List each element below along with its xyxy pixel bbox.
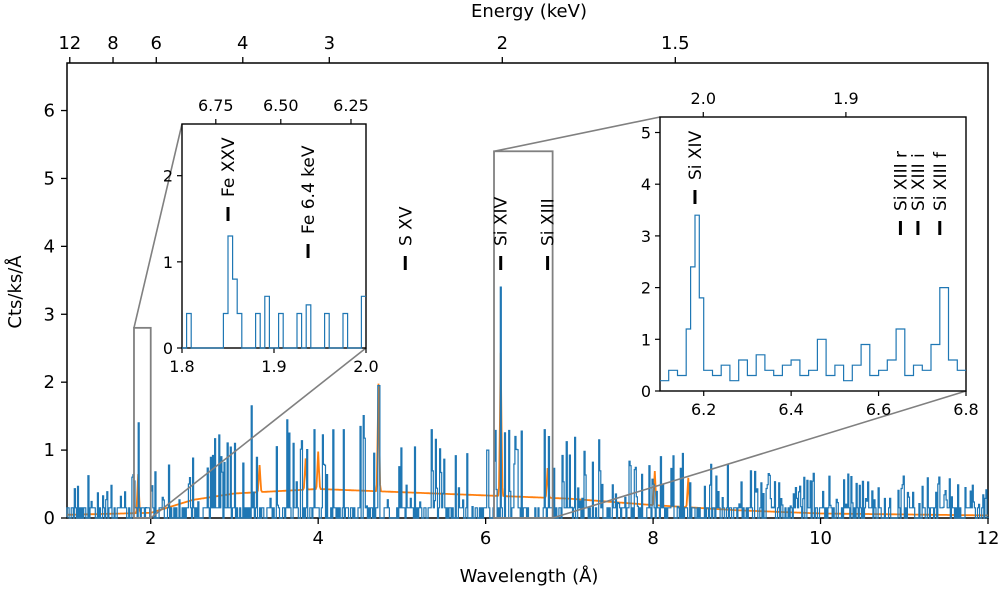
inset-y-tick-label: 3: [641, 227, 651, 246]
inset-y-tick-label: 0: [163, 339, 173, 358]
x-tick-label: 10: [809, 528, 832, 549]
inset-emission-label: Si XIV: [686, 130, 706, 180]
inset-x-tick-label: 1.8: [169, 357, 194, 376]
inset-y-tick-label: 4: [641, 175, 651, 194]
top-tick-label: 3: [324, 33, 335, 54]
inset-top-tick-label: 6.75: [198, 96, 234, 115]
emission-line-label: Si XIV: [492, 196, 512, 246]
inset-top-tick-label: 2.0: [691, 89, 716, 108]
inset-x-tick-label: 1.9: [261, 357, 286, 376]
y-tick-label: 2: [44, 372, 55, 393]
top-tick-label: 1.5: [661, 33, 690, 54]
inset-top-tick-label: 6.50: [263, 96, 299, 115]
top-tick-label: 2: [497, 33, 508, 54]
inset-fe-region: 1.8 1.9 2.0 0 1 2 6.75 6.50 6.25 Fe XXV Fe 6.4 keV: [163, 96, 379, 376]
x-tick-label: 4: [312, 528, 323, 549]
top-axis-label: Energy (keV): [471, 1, 587, 22]
y-tick-label: 0: [44, 508, 55, 529]
inset-emission-label: Fe 6.4 keV: [299, 145, 319, 234]
top-tick-label: 12: [58, 33, 81, 54]
inset-y-tick-label: 1: [641, 330, 651, 349]
top-tick-label: 8: [107, 33, 118, 54]
inset-x-tick-label: 6.2: [691, 400, 716, 419]
zoom-connector: [493, 116, 661, 153]
emission-line-label: Si XIII: [539, 198, 559, 246]
x-tick-label: 8: [647, 528, 658, 549]
y-tick-label: 3: [44, 304, 55, 325]
main-data-series: [66, 286, 989, 519]
inset-y-tick-label: 2: [641, 279, 651, 298]
data-histogram-line: [66, 286, 989, 519]
zoom-connector: [150, 347, 367, 519]
top-tick-label: 4: [237, 33, 248, 54]
inset-emission-label: Si XIII r: [891, 151, 911, 211]
zoom-boxes: [133, 116, 967, 519]
y-tick-label: 1: [44, 440, 55, 461]
inset-y-tick-label: 2: [163, 167, 173, 186]
inset-data-line: [660, 214, 966, 382]
zoom-box-fe: [133, 326, 152, 519]
inset-x-tick-label: 6.6: [866, 400, 891, 419]
inset-x-tick-label: 2.0: [353, 357, 378, 376]
y-tick-label: 5: [44, 168, 55, 189]
x-axis-label: Wavelength (Å): [460, 565, 599, 587]
inset-x-tick-label: 6.8: [953, 400, 978, 419]
emission-line-label: S XV: [396, 206, 416, 246]
y-tick-label: 6: [44, 101, 55, 122]
zoom-connector: [133, 123, 183, 329]
y-axis-label: Cts/ks/Å: [4, 255, 26, 329]
x-tick-label: 6: [480, 528, 491, 549]
inset-emission-label: Si XIII f: [931, 151, 951, 211]
inset-emission-label: Si XIII i: [909, 153, 929, 211]
inset-emission-label: Fe XXV: [219, 137, 239, 197]
inset-y-tick-label: 5: [641, 124, 651, 143]
inset-frame: [181, 123, 367, 349]
inset-y-tick-label: 0: [641, 382, 651, 401]
y-tick-label: 4: [44, 236, 55, 257]
top-tick-label: 6: [151, 33, 162, 54]
main-line-labels: S XV Si XIV Si XIII: [396, 196, 559, 270]
inset-top-tick-label: 6.25: [333, 96, 369, 115]
zoom-connector: [552, 390, 967, 519]
x-tick-label: 2: [145, 528, 156, 549]
inset-y-tick-label: 1: [163, 253, 173, 272]
inset-top-tick-label: 1.9: [833, 89, 858, 108]
inset-frame: [659, 116, 967, 392]
x-tick-label: 12: [977, 528, 1000, 549]
inset-x-tick-label: 6.4: [778, 400, 803, 419]
zoom-box-si: [493, 150, 554, 519]
inset-data-line: [182, 235, 366, 349]
